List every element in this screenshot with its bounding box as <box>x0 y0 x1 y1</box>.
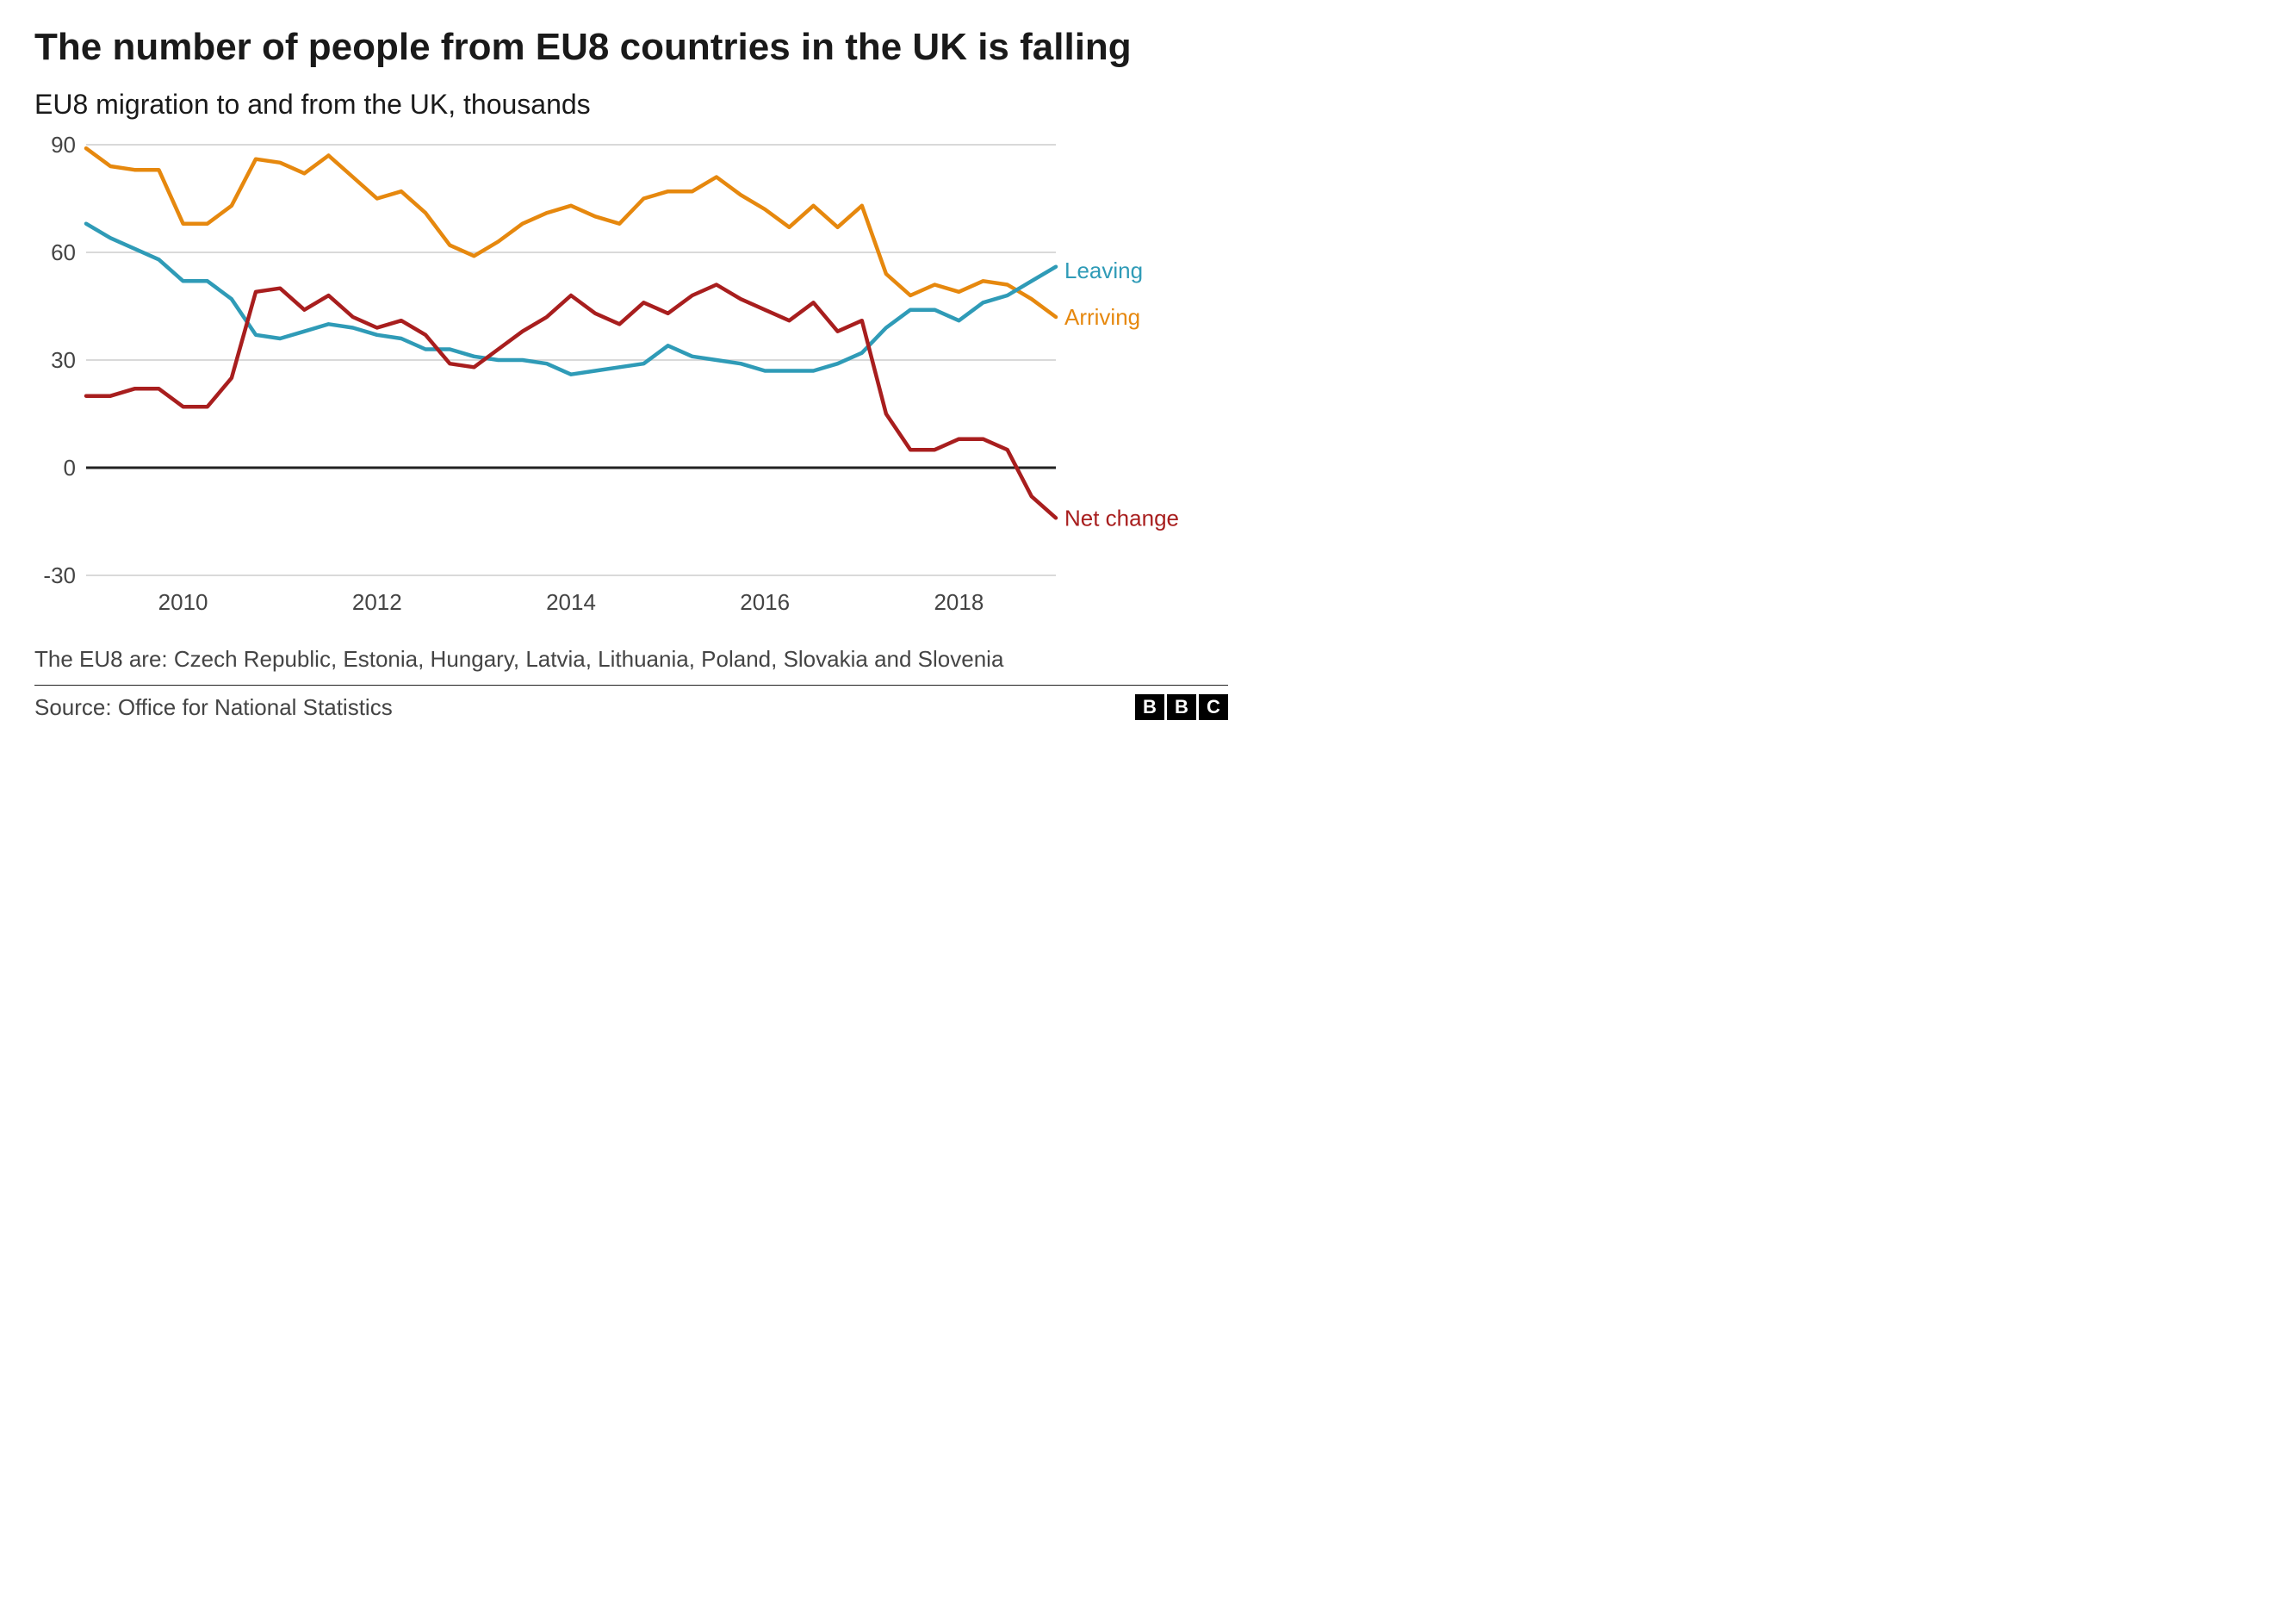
bbc-logo: B B C <box>1135 694 1228 720</box>
x-axis-tick-label: 2018 <box>934 589 984 615</box>
series-leaving <box>86 223 1056 374</box>
chart-subtitle: EU8 migration to and from the UK, thousa… <box>34 89 1228 121</box>
series-label-leaving: Leaving <box>1064 257 1143 283</box>
source-text: Source: Office for National Statistics <box>34 694 393 721</box>
x-axis-tick-label: 2016 <box>740 589 790 615</box>
series-net-change <box>86 284 1056 518</box>
y-axis-tick-label: 30 <box>51 347 76 373</box>
line-chart-svg: -30 0 30 60 90 2010 2012 2014 2016 2018 Arriving Le… <box>34 136 1228 618</box>
chart-title: The number of people from EU8 countries … <box>34 26 1228 70</box>
y-axis-tick-label: 0 <box>64 455 76 481</box>
x-axis-tick-label: 2014 <box>546 589 596 615</box>
x-axis-tick-label: 2010 <box>158 589 208 615</box>
series-arriving <box>86 148 1056 317</box>
source-row: Source: Office for National Statistics B… <box>34 686 1228 721</box>
series-label-net-change: Net change <box>1064 505 1179 531</box>
chart-area: -30 0 30 60 90 2010 2012 2014 2016 2018 Arriving Le… <box>34 136 1228 618</box>
bbc-logo-letter: B <box>1135 694 1164 720</box>
y-axis-tick-label: 90 <box>51 136 76 158</box>
chart-footnote: The EU8 are: Czech Republic, Estonia, Hu… <box>34 644 1228 686</box>
y-axis-tick-label: -30 <box>43 562 76 588</box>
bbc-logo-letter: B <box>1167 694 1196 720</box>
bbc-logo-letter: C <box>1199 694 1228 720</box>
x-axis-tick-label: 2012 <box>352 589 402 615</box>
y-axis-tick-label: 60 <box>51 239 76 265</box>
series-label-arriving: Arriving <box>1064 304 1140 330</box>
